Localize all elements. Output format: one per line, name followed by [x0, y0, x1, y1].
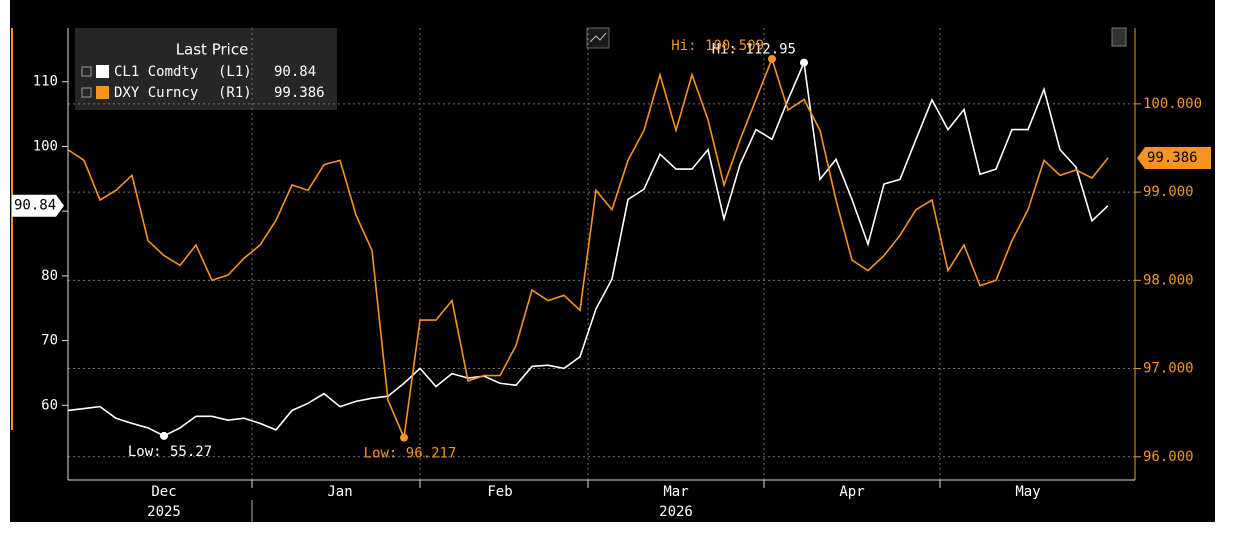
- high-marker: [800, 58, 808, 67]
- series-line: [67, 59, 1109, 437]
- legend-expand: [81, 87, 92, 98]
- last-price-badge: [1137, 147, 1211, 170]
- legend-swatch: [96, 65, 109, 78]
- low-marker: [160, 431, 168, 440]
- last-price-badge: [12, 194, 64, 217]
- x-tick-label: Jan: [327, 484, 352, 500]
- x-tick-label: Apr: [839, 484, 864, 500]
- legend-title: Last Price: [176, 41, 249, 59]
- chart-icon-glyph: [589, 32, 607, 43]
- y-tick-label: 110: [33, 74, 58, 90]
- low-label: Low: 96.217: [364, 446, 457, 462]
- y-tick-label: 70: [41, 333, 58, 349]
- high-label: Hi: 112.95: [712, 42, 796, 58]
- x-tick-label: Mar: [663, 484, 688, 500]
- low-marker: [400, 433, 408, 442]
- last-price-label: 90.84: [14, 198, 56, 214]
- y-tick-label: 80: [41, 268, 58, 284]
- y-tick-label: 100: [33, 138, 58, 154]
- low-label: Low: 55.27: [128, 444, 212, 460]
- series-line: [67, 56, 1109, 441]
- y-tick-label: 60: [41, 397, 58, 413]
- legend-name: CL1 Comdty: [114, 64, 198, 80]
- y2-tick-label: 100.000: [1143, 96, 1202, 112]
- high-label: Hi: 100.509: [671, 38, 764, 54]
- legend-expand: [81, 66, 92, 77]
- y2-tick-label: 98.000: [1143, 272, 1194, 288]
- x-year-label: 2026: [659, 504, 693, 520]
- y2-tick-label: 96.000: [1143, 449, 1194, 465]
- high-marker: [768, 54, 776, 63]
- legend-box: [75, 28, 337, 110]
- last-price-label: 99.386: [1147, 150, 1198, 166]
- y2-tick-label: 97.000: [1143, 361, 1194, 377]
- legend-axis: (L1): [218, 64, 252, 80]
- x-tick-label: May: [1015, 484, 1040, 500]
- legend-last-value: 90.84: [274, 64, 316, 80]
- y2-tick-label: 99.000: [1143, 184, 1194, 200]
- legend-axis: (R1): [218, 85, 252, 101]
- scroll-icon[interactable]: [1111, 27, 1127, 47]
- x-tick-label: Feb: [487, 484, 512, 500]
- legend-last-value: 99.386: [274, 85, 325, 101]
- x-year-label: 2025: [147, 504, 181, 520]
- legend-name: DXY Curncy: [114, 85, 198, 101]
- x-tick-label: Dec: [151, 484, 176, 500]
- legend-swatch: [96, 86, 109, 99]
